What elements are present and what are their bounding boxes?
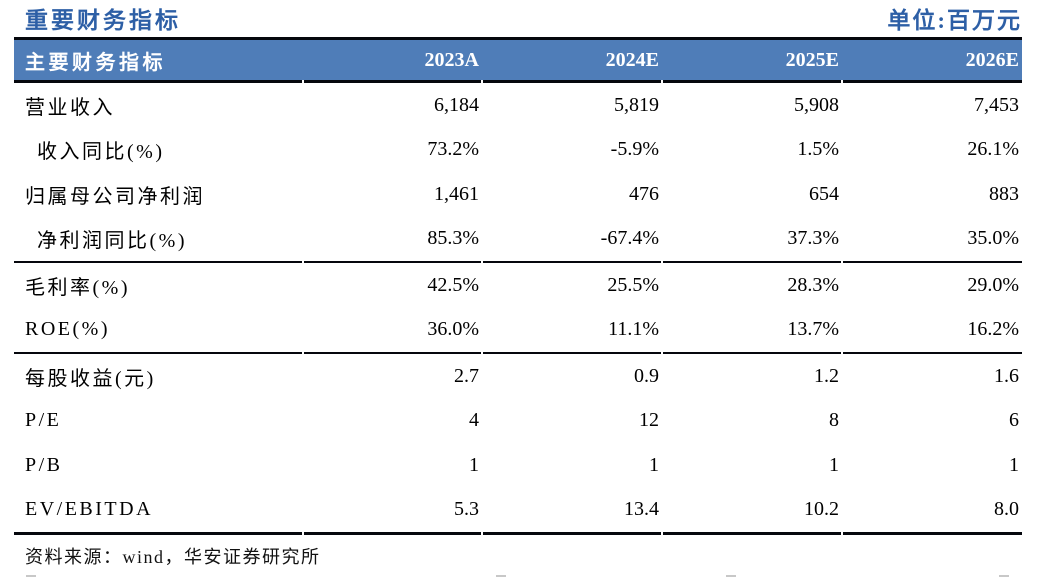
row-label: 毛利率(%): [25, 276, 130, 299]
row-label: 营业收入: [25, 96, 115, 119]
header-bottom-border: [14, 80, 1022, 83]
cell-value: 11.1%: [608, 318, 659, 341]
table-row-pb: P/B 1 1 1 1: [14, 443, 1022, 488]
row-label: P/E: [25, 409, 62, 432]
cell-value: 2.7: [454, 364, 479, 387]
cell-value: 654: [809, 182, 839, 205]
table-row-pe: P/E 4 12 8 6: [14, 399, 1022, 444]
cell-value: 1: [829, 453, 839, 476]
page-artifact-tick: [496, 575, 506, 577]
cell-value: 16.2%: [967, 318, 1019, 341]
unit-label: 单位:百万元: [887, 8, 1022, 33]
cell-value: 5,908: [794, 93, 839, 116]
cell-value: 12: [639, 409, 659, 432]
row-label: 净利润同比(%): [37, 230, 187, 253]
page-artifact-tick: [726, 575, 736, 577]
cell-value: 42.5%: [427, 273, 479, 296]
table-row-revenue-yoy: 收入同比(%) 73.2% -5.9% 1.5% 26.1%: [14, 128, 1022, 173]
cell-value: 36.0%: [427, 318, 479, 341]
table-title: 重要财务指标: [25, 8, 181, 33]
cell-value: 10.2: [804, 498, 839, 521]
cell-value: 476: [629, 182, 659, 205]
table-row-roe: ROE(%) 36.0% 11.1% 13.7% 16.2%: [14, 308, 1022, 353]
row-label: ROE(%): [25, 318, 110, 341]
cell-value: 25.5%: [607, 273, 659, 296]
cell-value: 5.3: [454, 498, 479, 521]
table-row-gross-margin: 毛利率(%) 42.5% 25.5% 28.3% 29.0%: [14, 263, 1022, 308]
table-top-border: [14, 37, 1022, 40]
header-cell-2025e: 2025E: [785, 48, 839, 71]
cell-value: 13.7%: [787, 318, 839, 341]
cell-value: 8: [829, 409, 839, 432]
cell-value: 6: [1009, 409, 1019, 432]
cell-value: 13.4: [624, 498, 659, 521]
cell-value: 26.1%: [967, 138, 1019, 161]
table-bottom-border: [14, 532, 1022, 535]
section-divider: [14, 261, 1022, 263]
row-label: 每股收益(元): [25, 367, 156, 390]
header-cell-2026e: 2026E: [965, 48, 1019, 71]
header-cell-label: 主要财务指标: [25, 51, 166, 74]
cell-value: 7,453: [974, 93, 1019, 116]
row-label: EV/EBITDA: [25, 498, 154, 521]
cell-value: 883: [989, 182, 1019, 205]
table-caption-row: 重要财务指标 单位:百万元: [25, 6, 1022, 36]
cell-value: 5,819: [614, 93, 659, 116]
header-cell-2023a: 2023A: [424, 48, 479, 71]
page-artifact-tick: [26, 575, 36, 577]
cell-value: 8.0: [994, 498, 1019, 521]
header-cell-2024e: 2024E: [605, 48, 659, 71]
cell-value: 0.9: [634, 364, 659, 387]
table-row-revenue: 营业收入 6,184 5,819 5,908 7,453: [14, 83, 1022, 128]
section-divider: [14, 352, 1022, 354]
cell-value: 1.5%: [797, 138, 839, 161]
table-row-net-profit: 归属母公司净利润 1,461 476 654 883: [14, 172, 1022, 217]
page-artifact-tick: [999, 575, 1009, 577]
cell-value: -67.4%: [600, 227, 659, 250]
cell-value: 29.0%: [967, 273, 1019, 296]
cell-value: 6,184: [434, 93, 479, 116]
cell-value: -5.9%: [610, 138, 659, 161]
table-row-eps: 每股收益(元) 2.7 0.9 1.2 1.6: [14, 354, 1022, 399]
cell-value: 35.0%: [967, 227, 1019, 250]
financial-indicators-table: 主要财务指标 2023A 2024E 2025E 2026E 营业收入 6,18…: [14, 37, 1022, 535]
row-label: P/B: [25, 453, 63, 476]
cell-value: 1: [469, 453, 479, 476]
cell-value: 1: [1009, 453, 1019, 476]
table-header-row: 主要财务指标 2023A 2024E 2025E 2026E: [14, 40, 1022, 80]
row-label: 归属母公司净利润: [25, 185, 205, 208]
cell-value: 1.2: [814, 364, 839, 387]
cell-value: 1: [649, 453, 659, 476]
table-row-ev-ebitda: EV/EBITDA 5.3 13.4 10.2 8.0: [14, 488, 1022, 533]
cell-value: 1.6: [994, 364, 1019, 387]
cell-value: 37.3%: [787, 227, 839, 250]
cell-value: 28.3%: [787, 273, 839, 296]
source-note: 资料来源：wind，华安证券研究所: [25, 547, 321, 567]
row-label: 收入同比(%): [37, 141, 165, 164]
cell-value: 1,461: [434, 182, 479, 205]
cell-value: 4: [469, 409, 479, 432]
cell-value: 73.2%: [427, 138, 479, 161]
cell-value: 85.3%: [427, 227, 479, 250]
table-row-net-profit-yoy: 净利润同比(%) 85.3% -67.4% 37.3% 35.0%: [14, 217, 1022, 262]
